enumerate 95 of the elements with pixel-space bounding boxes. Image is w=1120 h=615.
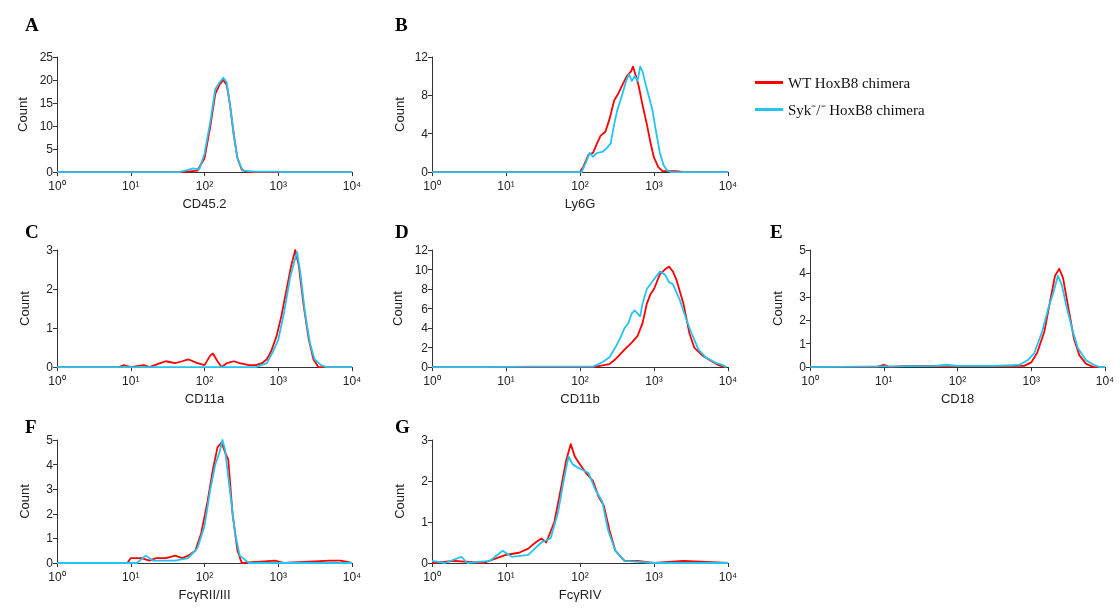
x-tick-label: 10² — [195, 570, 214, 584]
x-axis-title: FcγRII/III — [178, 586, 231, 602]
x-tick-label: 10⁰ — [801, 374, 819, 389]
y-tick-label: 2 — [799, 313, 807, 328]
chart-title: B — [395, 14, 408, 35]
x-tick-label: 10³ — [1022, 374, 1040, 389]
y-tick-label: 1 — [421, 515, 429, 529]
y-axis-title: Count — [14, 96, 30, 132]
x-tick-label: 10⁰ — [423, 179, 441, 194]
x-axis-title: CD11a — [184, 391, 226, 406]
x-tick-label: 10⁴ — [342, 374, 362, 389]
x-tick-label: 10² — [571, 179, 589, 194]
y-tick-label: 25 — [39, 50, 54, 64]
y-tick-label: 4 — [421, 321, 429, 336]
y-tick-label: 12 — [414, 50, 429, 64]
y-tick-label: 3 — [46, 243, 54, 257]
x-tick-label: 10¹ — [122, 374, 140, 389]
y-tick-label: 0 — [46, 165, 54, 180]
x-tick-label: 10³ — [645, 179, 663, 194]
x-tick-label: 10³ — [269, 179, 287, 194]
y-tick-label: 4 — [421, 126, 429, 141]
legend-label: WT HoxB8 chimera — [788, 74, 911, 91]
x-tick-label: 10³ — [269, 374, 287, 389]
y-tick-label: 0 — [421, 165, 429, 180]
y-axis-title: Count — [17, 483, 32, 519]
x-tick-label: 10⁴ — [342, 179, 362, 194]
x-tick-label: 10¹ — [497, 179, 515, 194]
x-tick-label: 10³ — [645, 570, 663, 584]
chart-title: D — [395, 221, 409, 242]
y-tick-label: 0 — [421, 360, 429, 375]
x-tick-label: 10⁴ — [1095, 374, 1115, 389]
x-tick-label: 10⁰ — [423, 374, 441, 389]
y-tick-label: 0 — [421, 556, 429, 570]
y-tick-label: 6 — [421, 301, 429, 316]
y-tick-label: 4 — [799, 266, 807, 281]
x-tick-label: 10⁰ — [423, 570, 441, 584]
chart-title: C — [25, 221, 39, 242]
x-tick-label: 10¹ — [497, 374, 515, 389]
y-tick-label: 5 — [46, 142, 54, 157]
x-tick-label: 10⁰ — [48, 179, 66, 194]
x-axis-title: CD18 — [940, 391, 975, 406]
y-tick-label: 5 — [46, 433, 54, 447]
legend-label: Syk⁻/⁻ HoxB8 chimera — [788, 101, 925, 118]
y-tick-label: 15 — [39, 96, 54, 111]
y-axis-title: Count — [389, 290, 405, 326]
x-axis-title: CD11b — [560, 391, 600, 406]
x-tick-label: 10⁴ — [718, 570, 738, 584]
y-axis-title: Count — [392, 96, 407, 132]
y-tick-label: 5 — [799, 243, 807, 257]
x-tick-label: 10¹ — [122, 179, 140, 194]
x-tick-label: 10⁰ — [48, 374, 66, 389]
y-tick-label: 10 — [414, 262, 429, 277]
y-axis-title: Count — [392, 483, 407, 519]
x-tick-label: 10³ — [269, 570, 287, 584]
y-tick-label: 3 — [799, 289, 807, 304]
x-tick-label: 10⁴ — [342, 570, 362, 584]
x-tick-label: 10¹ — [122, 570, 140, 584]
x-tick-label: 10² — [571, 570, 589, 584]
y-tick-label: 20 — [39, 73, 54, 88]
x-tick-label: 10² — [195, 374, 214, 389]
y-axis-title: Count — [17, 290, 32, 326]
x-tick-label: 10¹ — [875, 374, 893, 389]
chart-title: E — [770, 221, 783, 242]
y-tick-label: 1 — [46, 321, 54, 336]
x-tick-label: 10¹ — [497, 570, 515, 584]
x-axis-title: Ly6G — [564, 196, 596, 211]
y-tick-label: 0 — [46, 360, 54, 375]
x-tick-label: 10³ — [645, 374, 663, 389]
y-tick-label: 8 — [421, 282, 429, 297]
y-axis-title: Count — [770, 290, 785, 326]
x-tick-label: 10⁴ — [718, 179, 738, 194]
x-axis-title: FcγRIV — [558, 586, 602, 602]
y-tick-label: 4 — [46, 457, 54, 472]
y-tick-label: 1 — [799, 336, 807, 351]
chart-title: A — [25, 14, 39, 35]
y-tick-label: 8 — [421, 88, 429, 103]
x-axis-title: CD45.2 — [182, 196, 227, 211]
x-tick-label: 10⁴ — [718, 374, 738, 389]
y-tick-label: 10 — [39, 119, 54, 134]
y-tick-label: 2 — [421, 340, 429, 355]
y-tick-label: 2 — [46, 282, 54, 297]
x-tick-label: 10² — [571, 374, 589, 389]
y-tick-label: 0 — [46, 556, 54, 570]
y-tick-label: 3 — [421, 433, 429, 447]
x-tick-label: 10² — [948, 374, 967, 389]
x-tick-label: 10² — [195, 179, 214, 194]
chart-title: G — [395, 416, 410, 437]
x-tick-label: 10⁰ — [48, 570, 66, 584]
y-tick-label: 12 — [414, 243, 429, 257]
y-tick-label: 3 — [46, 482, 54, 497]
y-tick-label: 2 — [421, 474, 429, 488]
y-tick-label: 0 — [799, 360, 807, 375]
chart-title: F — [25, 416, 37, 437]
y-tick-label: 2 — [46, 506, 54, 521]
y-tick-label: 1 — [46, 531, 54, 546]
